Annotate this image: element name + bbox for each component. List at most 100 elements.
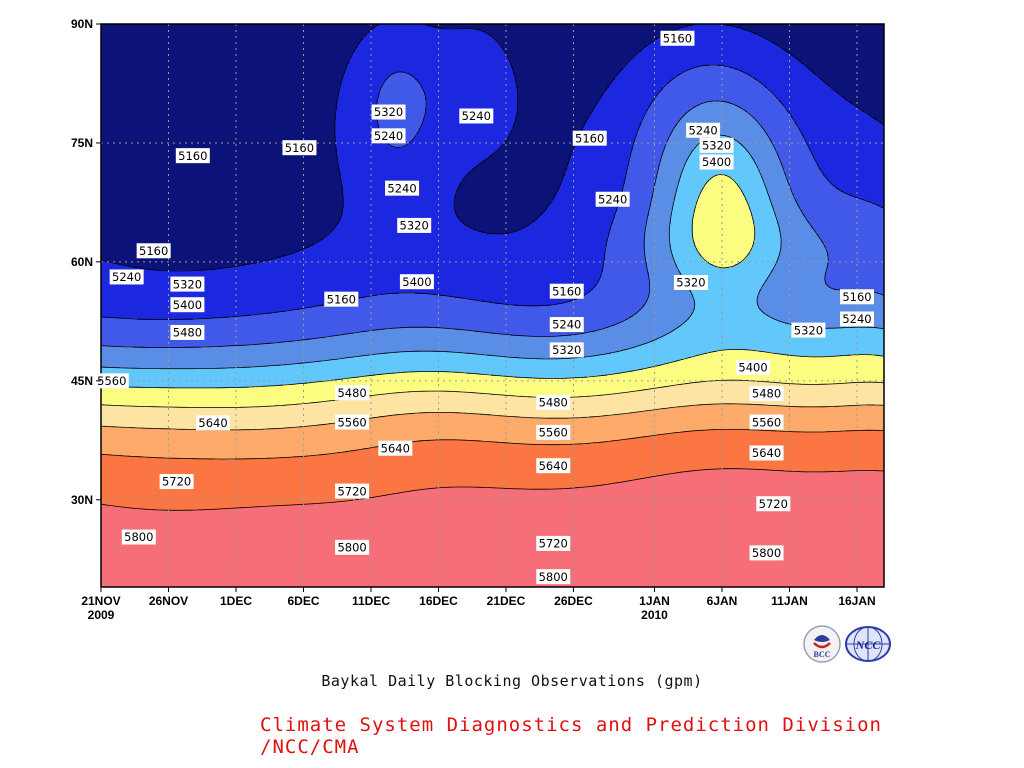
contour-label-text: 5400 [402, 275, 431, 289]
contour-label-box [736, 359, 771, 375]
contour-label: 5240 [595, 191, 630, 207]
contour-label: 5560 [335, 414, 370, 430]
contour-label: 5240 [549, 317, 584, 333]
contour-label: 5400 [736, 359, 771, 375]
contour-band-3 [101, 100, 884, 368]
contour-label: 5160 [136, 243, 171, 259]
contour-label-box [282, 140, 317, 156]
contour-label-text: 5240 [688, 123, 717, 137]
x-tick-label: 11JAN [771, 594, 808, 608]
contour-label-text: 5160 [552, 284, 581, 298]
grid-lines [101, 24, 884, 587]
contour-label: 5640 [196, 415, 231, 431]
chart-credit: Climate System Diagnostics and Predictio… [260, 714, 882, 758]
contour-label-text: 5240 [842, 312, 871, 326]
contour-label: 5240 [385, 180, 420, 196]
contour-label-box [159, 474, 194, 490]
contour-label: 5480 [749, 386, 784, 402]
contour-label: 5160 [840, 289, 874, 305]
contour-fills [101, 24, 884, 587]
contour-label-box [371, 104, 406, 120]
contour-band-4 [101, 136, 884, 388]
contour-label: 5240 [109, 269, 144, 285]
contour-label-text: 5160 [327, 292, 356, 306]
contour-label-box [756, 496, 791, 512]
contour-label-box [324, 291, 359, 307]
x-tick-label: 11DEC [352, 594, 390, 608]
contour-label-text: 5400 [173, 298, 202, 312]
contour-label-text: 5160 [575, 131, 604, 145]
contour-label-text: 5640 [381, 441, 410, 455]
contour-line-5480 [101, 174, 884, 389]
contour-label-text: 5720 [539, 537, 568, 551]
ncc-logo: NCC [843, 624, 893, 668]
contour-label-box [660, 30, 695, 46]
contour-label-box [175, 148, 210, 164]
contour-label-box [572, 130, 607, 146]
contour-label: 5480 [170, 324, 205, 340]
contour-label-box [121, 529, 156, 545]
contour-label: 5800 [749, 545, 784, 561]
contour-label-box [136, 243, 171, 259]
contour-label-text: 5160 [842, 290, 871, 304]
contour-label-text: 5800 [752, 546, 781, 560]
contour-label-box [109, 269, 144, 285]
x-tick-label: 6DEC [287, 594, 319, 608]
contour-label-box [549, 317, 584, 333]
contour-label-text: 5800 [539, 570, 568, 584]
contour-label-text: 5720 [337, 484, 366, 498]
contour-label-box [94, 373, 129, 389]
bcc-logo-text: BCC [814, 650, 831, 659]
contour-label-box [699, 154, 734, 170]
contour-label-box [335, 483, 370, 499]
contour-line-5320 [101, 100, 884, 348]
contour-label-text: 5800 [337, 541, 366, 555]
x-tick-label: 26DEC [554, 594, 593, 608]
contour-label-box [536, 394, 571, 410]
contour-label: 5640 [378, 440, 413, 456]
contour-band-7 [101, 404, 884, 460]
contour-label-box [840, 311, 874, 327]
contour-label-text: 5560 [337, 415, 366, 429]
x-tick-label: 16DEC [419, 594, 458, 608]
contour-label: 5240 [459, 108, 494, 124]
y-tick-label: 90N [71, 17, 93, 31]
contour-label: 5320 [791, 322, 826, 338]
x-tick-label: 21DEC [487, 594, 526, 608]
x-tick-year: 2010 [641, 608, 668, 622]
contour-label-box [699, 137, 734, 153]
contour-label-text: 5800 [124, 530, 153, 544]
contour-label: 5160 [549, 283, 584, 299]
bcc-logo: BCC [802, 624, 842, 668]
contour-label: 5800 [335, 539, 370, 555]
contour-label-text: 5560 [97, 374, 126, 388]
contour-label-text: 5480 [337, 386, 366, 400]
contour-label-text: 5320 [400, 219, 429, 233]
contour-label: 5160 [175, 148, 210, 164]
contour-band-8 [101, 430, 884, 510]
contour-band-6 [101, 380, 884, 430]
contour-label-text: 5160 [139, 244, 168, 258]
contour-label-box [595, 191, 630, 207]
contour-label-text: 5160 [285, 141, 314, 155]
contour-label: 5560 [536, 424, 571, 440]
contour-label-box [749, 414, 784, 430]
contour-label-text: 5640 [198, 416, 227, 430]
x-tick-label: 16JAN [838, 594, 875, 608]
contour-label-box [686, 122, 721, 138]
y-tick-label: 75N [71, 136, 93, 150]
contour-label: 5400 [170, 297, 205, 313]
chart-title: Baykal Daily Blocking Observations (gpm) [321, 672, 703, 690]
contour-label: 5480 [335, 385, 370, 401]
contour-label-text: 5320 [552, 343, 581, 357]
x-tick-label: 6JAN [707, 594, 738, 608]
contour-label: 5160 [324, 291, 359, 307]
contour-label-box [170, 324, 205, 340]
contour-label: 5640 [749, 445, 784, 461]
x-tick-label: 1JAN [639, 594, 670, 608]
contour-label-box [536, 569, 571, 585]
x-tick-year: 2009 [88, 608, 115, 622]
contour-label-text: 5720 [759, 497, 788, 511]
contour-label-box [459, 108, 494, 124]
contour-label-text: 5240 [598, 192, 627, 206]
